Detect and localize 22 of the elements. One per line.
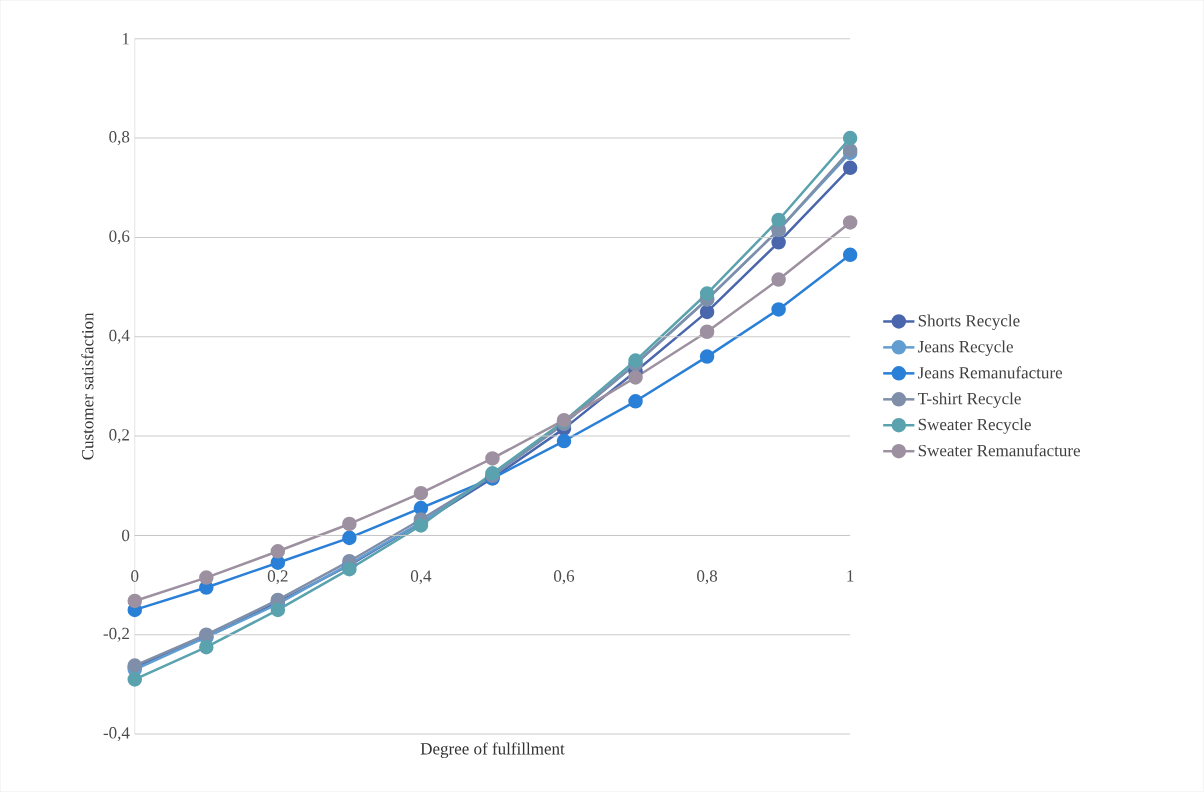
legend-label: Sweater Recycle — [918, 418, 1031, 434]
y-axis-title: Customer satisfaction — [81, 312, 94, 460]
y-tick-label: 0,6 — [109, 230, 130, 245]
y-tick-label: -0,2 — [103, 627, 129, 642]
y-tick-label: 0,2 — [109, 429, 129, 444]
y-tick-label: 0 — [122, 529, 130, 542]
legend-label: Jeans Remanufacture — [918, 366, 1063, 379]
legend-label: Shorts Recycle — [918, 314, 1020, 331]
x-axis-title: Degree of fulfillment — [420, 742, 565, 759]
x-tick-label: 1 — [847, 570, 854, 582]
legend-label: Jeans Recycle — [918, 340, 1013, 356]
x-tick-label: 0,8 — [697, 570, 718, 585]
legend-label: Sweater Remanufacture — [918, 444, 1080, 457]
y-tick-label: 0,4 — [109, 329, 130, 344]
x-tick-label: 0,4 — [410, 570, 432, 585]
y-tick-label: 1 — [122, 33, 129, 45]
legend-label: T-shirt Recycle — [917, 392, 1021, 408]
y-tick-label: 0,8 — [109, 131, 130, 146]
y-tick-label: -0,4 — [103, 727, 130, 742]
x-tick-label: 0,2 — [267, 570, 288, 585]
x-tick-label: 0 — [131, 570, 139, 582]
x-tick-label: 0,6 — [554, 570, 575, 585]
